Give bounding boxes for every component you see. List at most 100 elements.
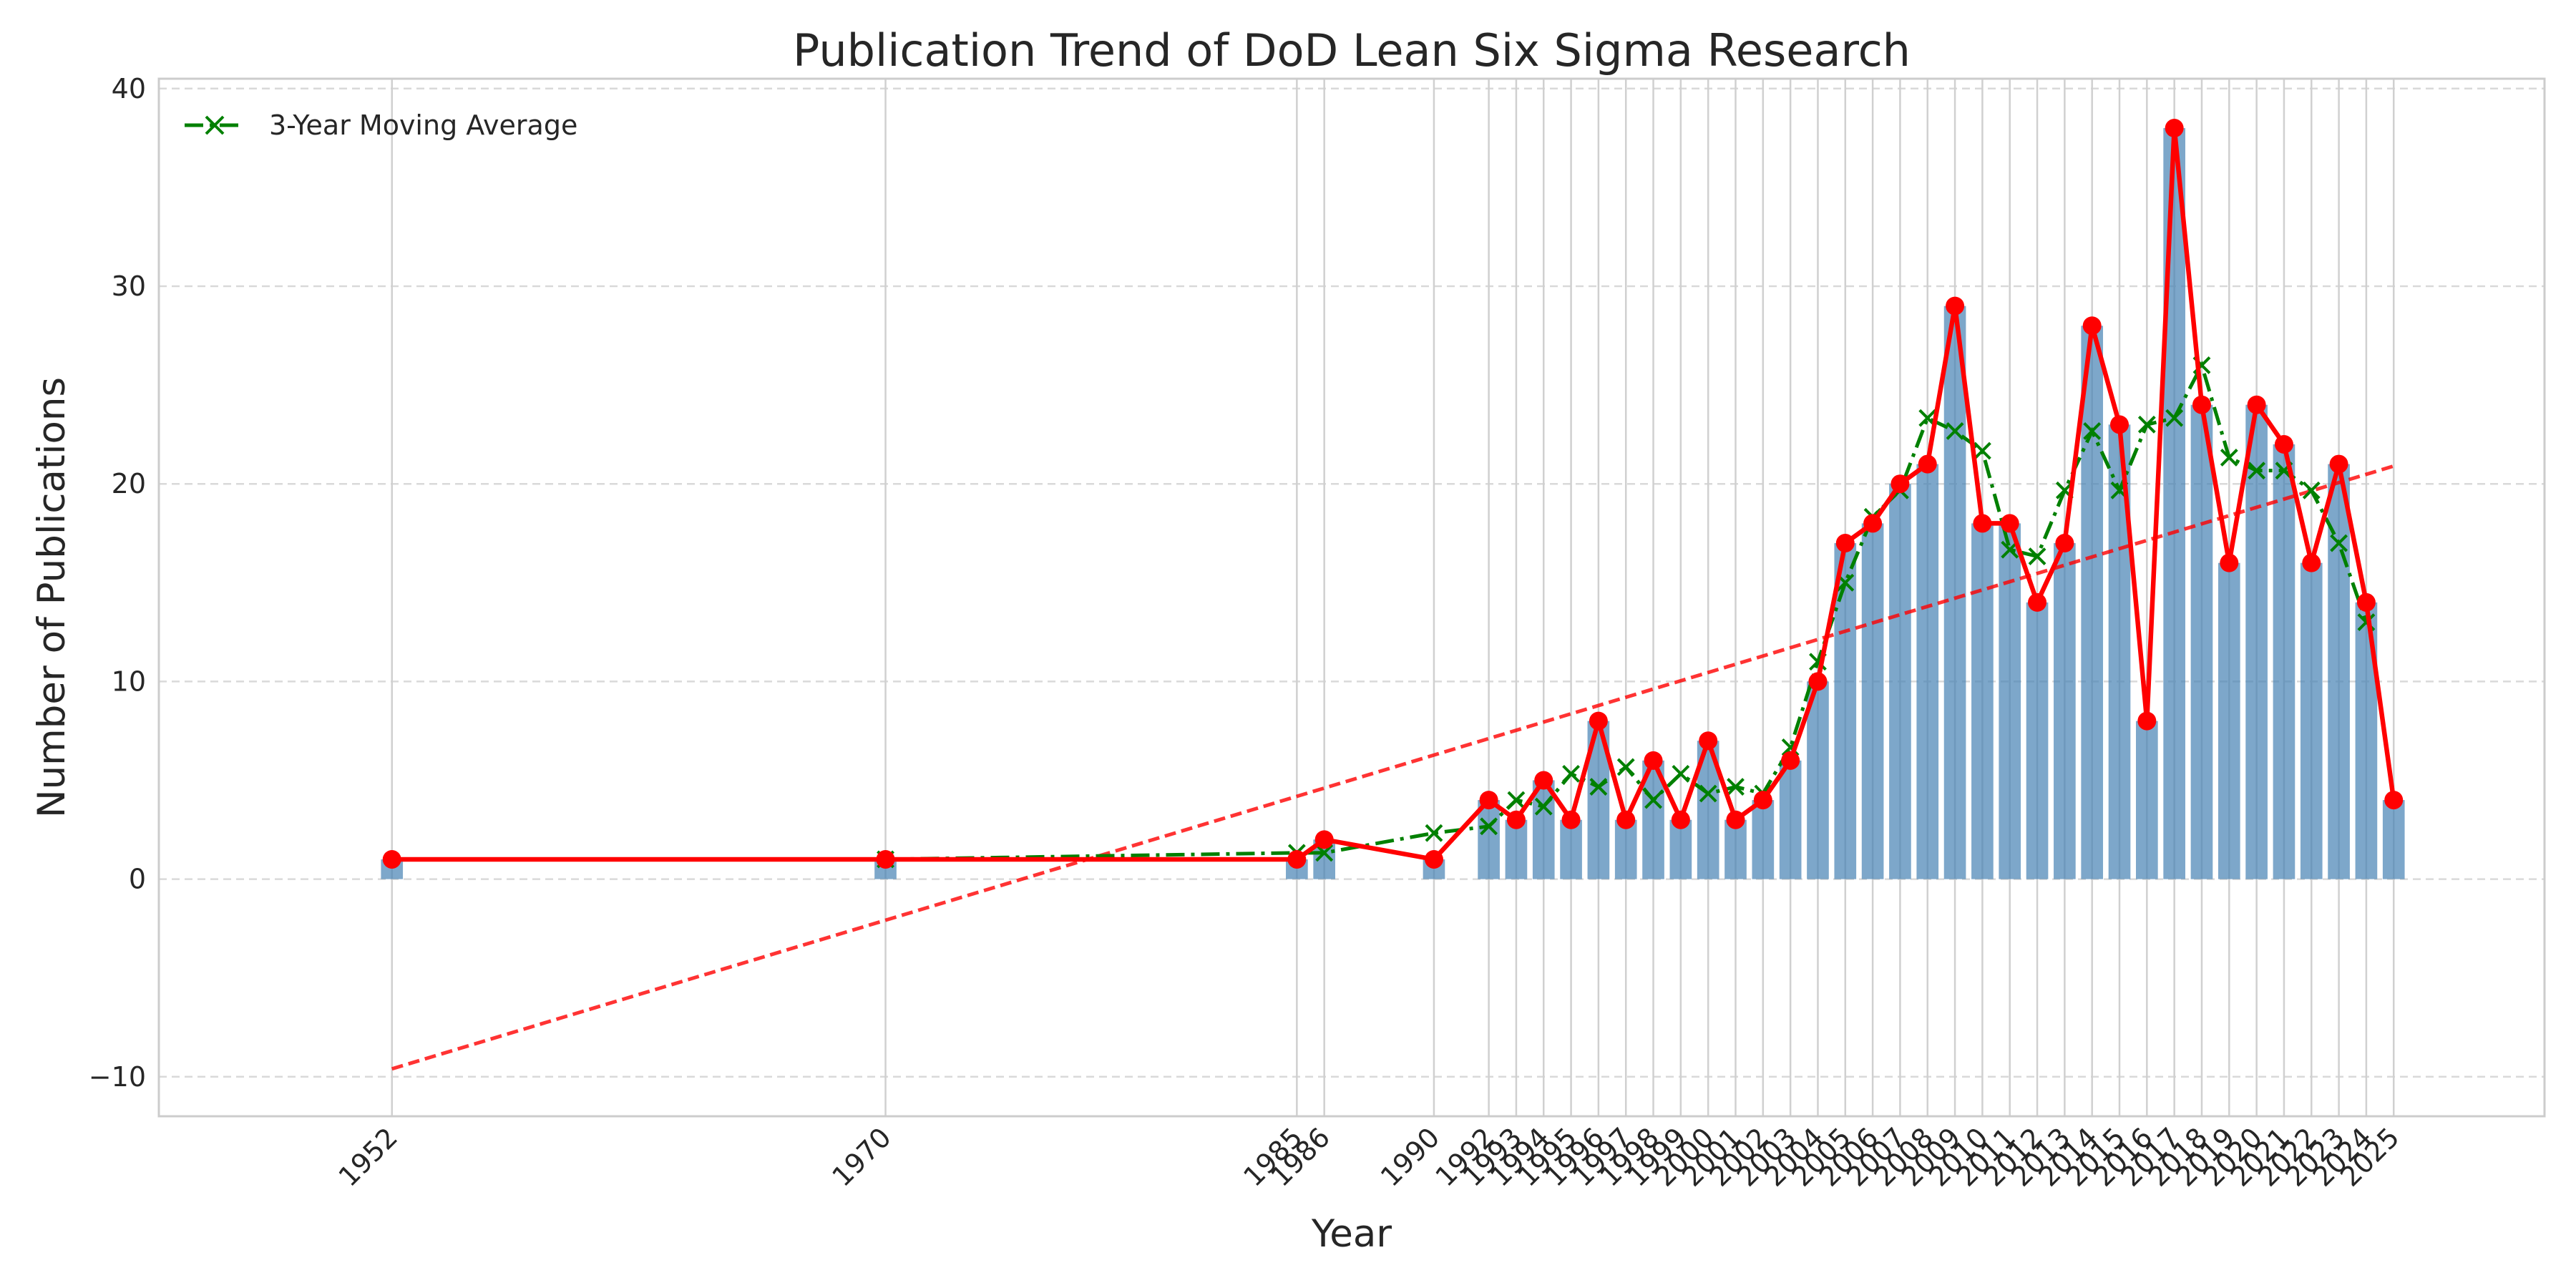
publication-marker: [2274, 434, 2293, 454]
bar: [1861, 523, 1884, 879]
bar: [2382, 800, 2405, 879]
publication-marker: [1726, 810, 1745, 829]
moving-average-marker: [1644, 791, 1662, 809]
legend: 3-Year Moving Average: [185, 109, 577, 141]
publication-marker: [2055, 534, 2074, 553]
chart-title: Publication Trend of DoD Lean Six Sigma …: [793, 24, 1911, 77]
y-tick-label: 0: [129, 864, 146, 895]
publication-marker: [2000, 514, 2019, 533]
moving-average-marker: [1425, 824, 1443, 842]
moving-average-marker: [1589, 778, 1608, 796]
publication-marker: [2384, 791, 2404, 810]
y-tick-label: 20: [112, 468, 146, 499]
trend-layer: [391, 464, 2394, 1071]
bar: [2163, 128, 2185, 879]
y-tick-labels: −10 0 10 20 30 40: [89, 73, 146, 1093]
publication-marker: [2192, 395, 2211, 414]
moving-average-marker: [1315, 844, 1334, 862]
publication-marker: [876, 849, 895, 869]
y-tick-label: 30: [112, 270, 146, 302]
publication-marker: [1314, 830, 1334, 849]
plot-area-frame: [157, 77, 2546, 1118]
publication-marker: [2329, 454, 2348, 474]
moving-average-marker: [2330, 534, 2348, 552]
publication-marker: [2137, 711, 2157, 731]
bar: [1614, 819, 1637, 879]
moving-average-marker: [1699, 784, 1717, 803]
bar: [2190, 404, 2213, 879]
publication-marker: [2220, 553, 2239, 572]
bar: [1478, 800, 1500, 879]
moving-average-marker: [1507, 791, 1526, 809]
publication-marker: [1835, 534, 1855, 553]
bar: [2273, 444, 2296, 879]
bar: [1943, 306, 1966, 879]
bar: [1779, 760, 1802, 879]
trend-line: [391, 464, 2394, 1071]
publication-marker: [1973, 514, 1992, 533]
moving-average-marker: [1562, 764, 1580, 783]
moving-average-marker: [2083, 422, 2102, 440]
moving-average-marker: [2302, 481, 2321, 499]
publication-marker: [1589, 711, 1608, 731]
legend-label-moving-average: 3-Year Moving Average: [269, 109, 577, 141]
publication-marker: [382, 849, 401, 869]
publication-marker: [1753, 791, 1772, 810]
legend-swatch-marker: [205, 115, 225, 135]
bar: [1505, 819, 1528, 879]
publication-marker: [1781, 751, 1800, 770]
publication-line-layer: [382, 119, 2404, 869]
moving-average-marker: [2248, 462, 2266, 480]
bar: [1560, 819, 1582, 879]
bar: [2218, 562, 2240, 879]
bar: [2026, 602, 2049, 879]
publication-marker: [1808, 672, 1828, 691]
moving-average-marker: [1727, 778, 1745, 796]
bar: [1724, 819, 1747, 879]
publication-marker: [2082, 316, 2102, 336]
publication-marker: [1479, 791, 1498, 810]
publication-marker: [1671, 810, 1690, 829]
moving-average-marker: [2165, 409, 2184, 427]
publication-marker: [1918, 454, 1937, 474]
publication-marker: [2302, 553, 2321, 572]
bar: [1916, 464, 1939, 879]
bar: [1752, 800, 1775, 879]
bar: [2081, 326, 2104, 879]
moving-average-marker: [2220, 449, 2238, 467]
moving-average-marker: [1973, 441, 1991, 460]
bar: [2328, 464, 2350, 879]
y-tick-label: 10: [112, 665, 146, 697]
bar: [1807, 681, 1829, 879]
publication-marker: [1534, 771, 1553, 790]
bar: [2245, 404, 2268, 879]
publication-marker: [2247, 395, 2266, 414]
moving-average-marker: [1946, 422, 1964, 440]
moving-average-marker: [2137, 415, 2156, 434]
bar: [2054, 543, 2076, 879]
publication-marker: [1424, 849, 1443, 869]
publication-marker: [1616, 810, 1636, 829]
publication-marker: [1890, 474, 1910, 494]
bar: [1971, 523, 1994, 879]
bar: [1889, 484, 1911, 879]
bar: [2300, 562, 2323, 879]
y-tick-label: 40: [112, 73, 146, 104]
moving-average-marker: [1480, 817, 1498, 836]
publication-marker: [1699, 731, 1718, 751]
publication-marker: [2028, 592, 2047, 612]
bar: [1999, 523, 2021, 879]
publication-marker: [1946, 296, 1965, 316]
x-axis-label: Year: [1311, 1212, 1392, 1256]
publication-marker: [1561, 810, 1581, 829]
y-axis-label: Number of Publications: [30, 377, 74, 818]
publication-marker: [1506, 810, 1526, 829]
bar: [1669, 819, 1692, 879]
publication-marker: [1863, 514, 1883, 533]
moving-average-marker: [1534, 797, 1553, 816]
publication-marker: [1644, 751, 1663, 770]
bar-layer: [381, 128, 2405, 879]
publication-marker: [1287, 849, 1307, 869]
